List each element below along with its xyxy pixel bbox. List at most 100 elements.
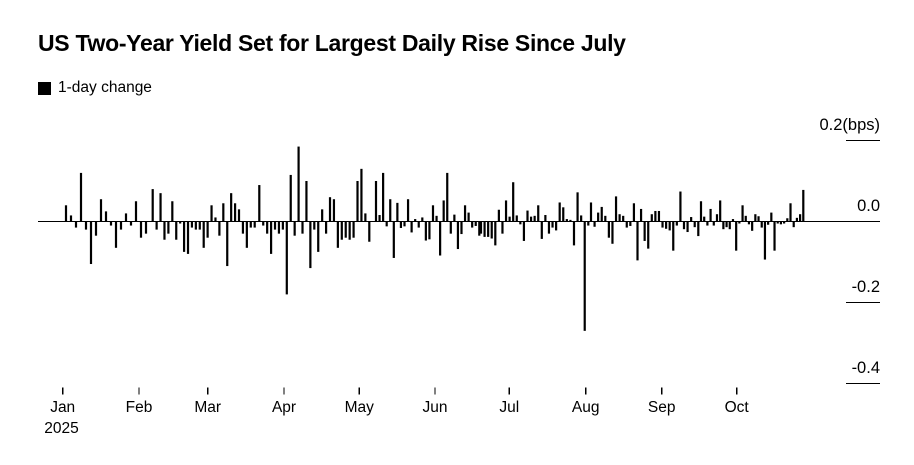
bar [735, 221, 738, 251]
bar [198, 221, 201, 230]
bar [230, 193, 233, 222]
bar [773, 221, 776, 251]
bar [728, 221, 731, 230]
bar [340, 221, 343, 240]
bar [167, 221, 170, 234]
bar [360, 168, 363, 222]
x-tick-label: Aug [572, 399, 600, 416]
bar [389, 199, 392, 222]
bar [182, 221, 186, 252]
x-tick-label: Mar [194, 399, 221, 416]
bar [336, 221, 339, 248]
bar [675, 221, 678, 226]
bar [94, 221, 98, 236]
bar [449, 221, 452, 234]
bar [597, 212, 600, 222]
chart-title: US Two-Year Yield Set for Largest Daily … [38, 30, 626, 56]
bar [84, 221, 88, 230]
bar [194, 221, 197, 230]
bar [747, 221, 751, 225]
bar [435, 215, 438, 222]
bar [760, 221, 763, 228]
bar [439, 221, 442, 256]
bar [281, 221, 284, 230]
bar [576, 192, 579, 222]
bar [668, 221, 671, 231]
bar [544, 215, 547, 222]
bar [512, 182, 515, 222]
bar [501, 221, 504, 234]
bar [643, 221, 646, 241]
bar [770, 212, 773, 222]
bar [406, 199, 410, 222]
bar [569, 219, 572, 222]
x-tick-label: Jun [423, 399, 448, 416]
bar [583, 221, 586, 331]
bar [647, 221, 650, 249]
bar [738, 221, 741, 224]
bar [289, 174, 292, 222]
bar [744, 215, 747, 222]
bar [587, 221, 590, 226]
bar [129, 221, 133, 226]
bar [690, 217, 693, 222]
bar [109, 221, 113, 226]
bar [697, 221, 700, 237]
bar [786, 218, 789, 222]
bar [715, 214, 719, 222]
bar [114, 221, 118, 248]
bar [421, 217, 424, 222]
bar [210, 205, 213, 222]
bar [431, 205, 435, 222]
bar [551, 221, 554, 228]
bar [741, 205, 744, 222]
bar [483, 221, 486, 237]
bar [672, 221, 675, 251]
bar [356, 181, 359, 222]
bar [262, 221, 265, 226]
bar [604, 215, 607, 222]
bar [396, 202, 399, 222]
bar [614, 196, 618, 222]
bar [305, 181, 308, 222]
bar [104, 211, 108, 222]
bar [99, 199, 103, 222]
x-tick-label: Feb [126, 399, 153, 416]
bar [802, 189, 805, 222]
x-tick-label: Sep [648, 399, 676, 416]
bar [134, 201, 138, 222]
bar [754, 214, 757, 222]
bar [442, 200, 445, 222]
bar [202, 221, 205, 248]
y-tick-label: -0.2 [852, 278, 880, 296]
bar [237, 209, 241, 222]
bar [293, 221, 296, 236]
x-axis-year-label: 2025 [44, 420, 78, 437]
bar [558, 202, 561, 222]
bar [186, 221, 190, 254]
bar [529, 216, 533, 222]
bar [467, 212, 470, 222]
bar [767, 221, 770, 225]
bar [661, 221, 664, 228]
bar [555, 221, 558, 231]
bar [277, 221, 281, 234]
bar [163, 221, 166, 240]
bar [709, 208, 712, 222]
bar [706, 221, 709, 226]
bar [364, 213, 367, 222]
legend-label: 1-day change [58, 79, 152, 96]
bar [301, 221, 304, 234]
bar [494, 221, 497, 246]
bar [622, 215, 625, 222]
bar [650, 214, 653, 222]
bar [686, 221, 689, 233]
bar [474, 221, 477, 226]
bar [776, 221, 779, 224]
bar [332, 199, 336, 222]
bar [453, 214, 456, 222]
bar [309, 221, 312, 269]
bar [245, 221, 248, 248]
bar [285, 221, 288, 295]
bar [348, 221, 351, 240]
